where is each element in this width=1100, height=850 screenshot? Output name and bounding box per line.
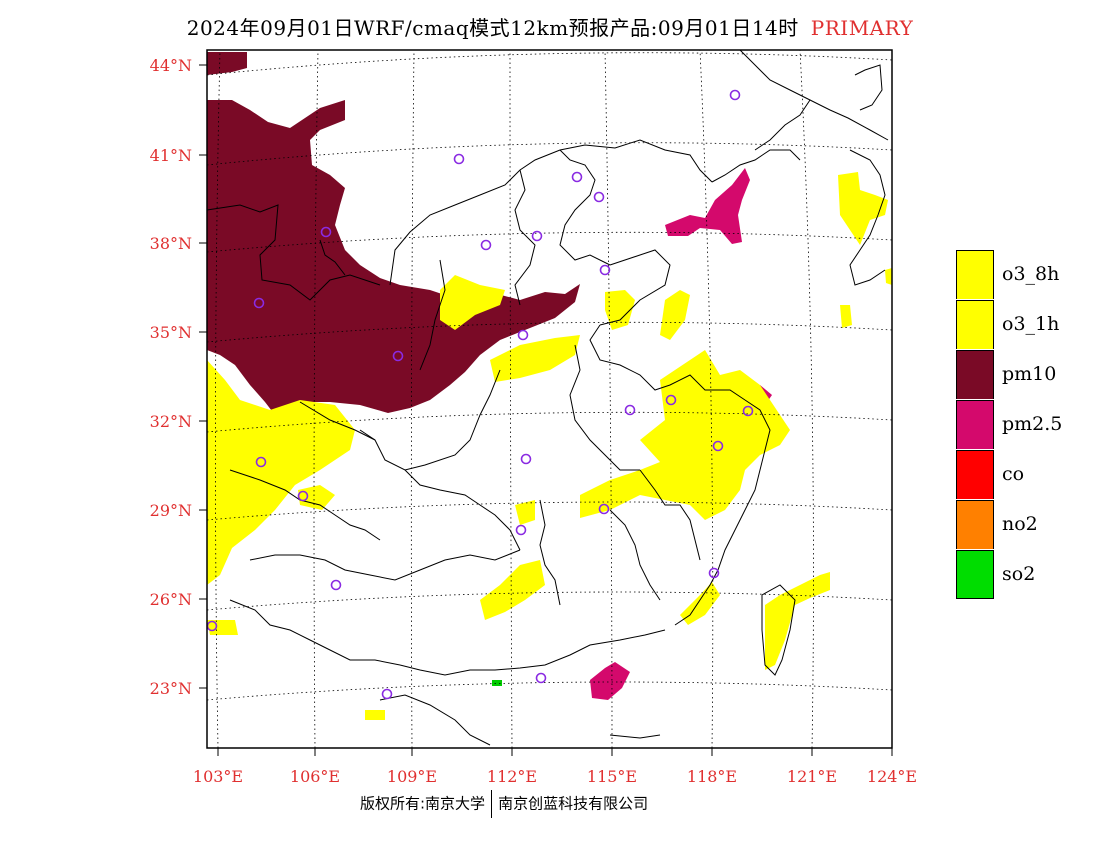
so2-patch bbox=[492, 680, 502, 686]
station-marker bbox=[598, 503, 610, 515]
station-marker bbox=[531, 230, 543, 242]
map-title: 2024年09月01日WRF/cmaq模式12km预报产品:09月01日14时 P… bbox=[0, 12, 1100, 41]
lat-label: 35°N bbox=[150, 323, 192, 342]
footer-left: 版权所有:南京大学 bbox=[360, 794, 486, 813]
pollutant-legend: o3_8h o3_1h pm10 pm2.5 co no2 so2 bbox=[956, 249, 1062, 599]
lat-label: 38°N bbox=[150, 234, 192, 253]
o3-guangxi bbox=[365, 710, 385, 720]
station-marker bbox=[624, 404, 636, 416]
o3-east-china bbox=[580, 350, 790, 520]
station-marker bbox=[253, 297, 265, 309]
lon-label: 124°E bbox=[867, 767, 917, 786]
station-marker bbox=[665, 394, 677, 406]
footer-right: 南京创蓝科技有限公司 bbox=[498, 794, 649, 813]
o3-shanxi bbox=[440, 275, 505, 330]
station-marker bbox=[480, 239, 492, 251]
pm25-north bbox=[665, 168, 750, 244]
latitude-labels: 44°N 41°N 38°N 35°N 32°N 29°N 26°N 23°N bbox=[150, 56, 192, 698]
legend-label: o3_1h bbox=[1002, 313, 1060, 335]
legend-item: o3_1h bbox=[956, 299, 1062, 349]
o3-yunnan-w bbox=[207, 620, 238, 635]
footer-divider bbox=[491, 790, 493, 818]
station-marker bbox=[297, 490, 309, 502]
legend-label: pm10 bbox=[1002, 363, 1057, 385]
lat-label: 23°N bbox=[150, 679, 192, 698]
lat-label: 26°N bbox=[150, 590, 192, 609]
copyright-footer: 版权所有:南京大学 南京创蓝科技有限公司 bbox=[360, 790, 648, 818]
station-marker bbox=[517, 329, 529, 341]
graticule bbox=[206, 49, 893, 749]
lon-label: 106°E bbox=[290, 767, 340, 786]
station-marker bbox=[593, 191, 605, 203]
o3-korea-s bbox=[840, 305, 852, 328]
pm10-top-strip bbox=[207, 52, 247, 75]
legend-item: co bbox=[956, 449, 1062, 499]
legend-swatch bbox=[956, 299, 994, 349]
station-marker bbox=[599, 264, 611, 276]
axis-ticks bbox=[199, 64, 893, 756]
legend-swatch bbox=[956, 349, 994, 399]
legend-item: o3_8h bbox=[956, 249, 1062, 299]
legend-item: so2 bbox=[956, 549, 1062, 599]
o3-west bbox=[207, 360, 355, 585]
longitude-labels: 103°E 106°E 109°E 112°E 115°E 118°E 121°E 124°E bbox=[193, 767, 917, 786]
lat-label: 29°N bbox=[150, 501, 192, 520]
station-marker bbox=[515, 524, 527, 536]
lon-label: 121°E bbox=[787, 767, 837, 786]
legend-item: pm2.5 bbox=[956, 399, 1062, 449]
lat-label: 44°N bbox=[150, 56, 192, 75]
station-marker bbox=[729, 89, 741, 101]
legend-swatch bbox=[956, 499, 994, 549]
o3-hebei bbox=[605, 290, 635, 330]
province-boundaries bbox=[206, 49, 889, 746]
station-marker bbox=[708, 567, 720, 579]
o3-shandong bbox=[660, 290, 690, 340]
station-marker bbox=[571, 171, 583, 183]
station-marker bbox=[535, 672, 547, 684]
legend-swatch bbox=[956, 449, 994, 499]
map-frame bbox=[206, 49, 893, 749]
station-marker bbox=[520, 453, 532, 465]
legend-item: pm10 bbox=[956, 349, 1062, 399]
station-marker bbox=[255, 456, 267, 468]
legend-label: no2 bbox=[1002, 513, 1038, 535]
o3-central bbox=[490, 335, 580, 382]
station-marker bbox=[742, 405, 754, 417]
lon-label: 112°E bbox=[487, 767, 537, 786]
station-marker bbox=[712, 440, 724, 452]
legend-label: pm2.5 bbox=[1002, 413, 1063, 435]
title-tag: PRIMARY bbox=[810, 16, 914, 40]
pollutant-fills bbox=[207, 52, 892, 720]
legend-swatch bbox=[956, 249, 994, 299]
lat-label: 32°N bbox=[150, 412, 192, 431]
lon-label: 115°E bbox=[587, 767, 637, 786]
title-main: 2024年09月01日WRF/cmaq模式12km预报产品:09月01日14时 bbox=[186, 16, 799, 40]
city-stations bbox=[206, 89, 754, 700]
pm10-region bbox=[207, 100, 580, 415]
o3-hunan bbox=[515, 500, 535, 525]
lon-label: 118°E bbox=[687, 767, 737, 786]
o3-south-1 bbox=[480, 560, 545, 620]
legend-swatch bbox=[956, 399, 994, 449]
lon-label: 103°E bbox=[193, 767, 243, 786]
legend-label: so2 bbox=[1002, 563, 1036, 585]
station-marker bbox=[392, 350, 404, 362]
legend-item: no2 bbox=[956, 499, 1062, 549]
station-marker bbox=[381, 688, 393, 700]
station-marker bbox=[330, 579, 342, 591]
o3-west-2 bbox=[298, 485, 335, 510]
legend-label: co bbox=[1002, 463, 1025, 485]
legend-label: o3_8h bbox=[1002, 263, 1060, 285]
legend-swatch bbox=[956, 549, 994, 599]
lat-label: 41°N bbox=[150, 146, 192, 165]
lon-label: 109°E bbox=[387, 767, 437, 786]
station-marker bbox=[453, 153, 465, 165]
o3-korea bbox=[838, 172, 888, 245]
o3-taiwan bbox=[765, 572, 830, 670]
o3-japan-edge bbox=[885, 268, 892, 285]
station-marker bbox=[320, 226, 332, 238]
pm25-south bbox=[590, 662, 630, 700]
